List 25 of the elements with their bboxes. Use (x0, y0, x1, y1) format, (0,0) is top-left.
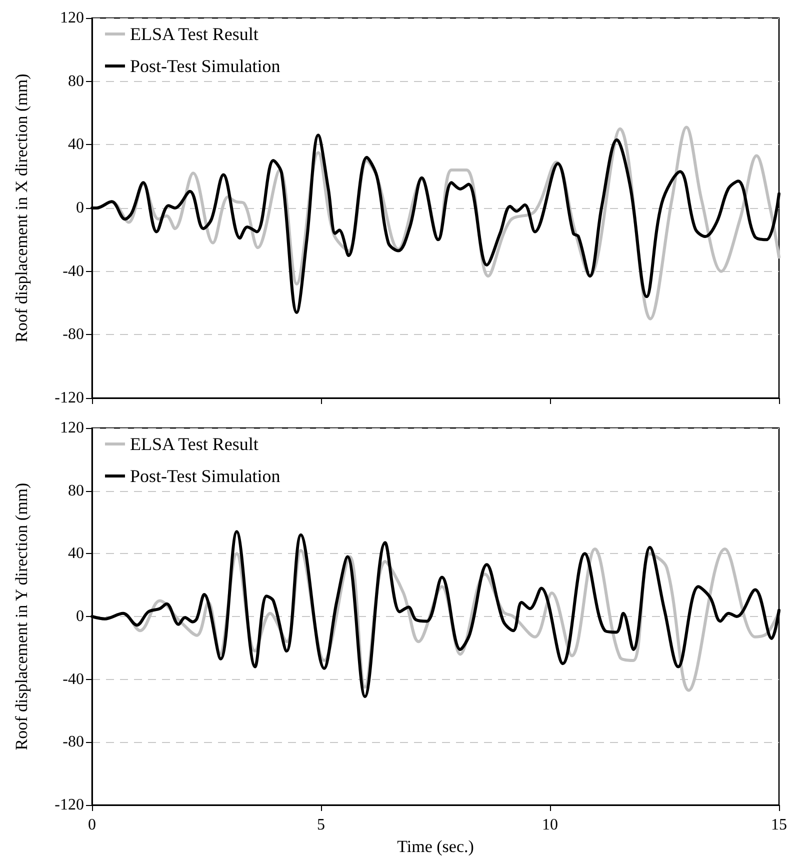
y-axis-title: Roof displacement in Y direction (mm) (12, 482, 31, 750)
y-tick-label: 0 (76, 200, 84, 216)
y-tick-label: 40 (68, 136, 84, 154)
y-tick-label: 80 (68, 482, 84, 500)
legend-label: Post-Test Simulation (130, 466, 280, 486)
y-tick-label: -120 (54, 796, 84, 814)
y-tick-label: 40 (68, 545, 84, 562)
y-tick-label: 120 (60, 10, 84, 26)
x-tick-label: 15 (771, 816, 787, 834)
y-tick-label: -80 (62, 734, 84, 751)
y-tick-label: 120 (60, 420, 84, 436)
x-tick-label: 5 (317, 816, 325, 834)
x-axis-title: Time (sec.) (397, 836, 474, 856)
x-tick-label: 10 (542, 816, 558, 834)
y-axis-title: Roof displacement in X direction (mm) (12, 74, 31, 342)
legend-label: ELSA Test Result (130, 434, 258, 454)
y-tick-label: 0 (76, 608, 84, 625)
y-tick-label: -120 (54, 390, 84, 406)
y-tick-label: -40 (62, 262, 84, 280)
x-tick-label: 0 (88, 816, 96, 834)
legend-label: Post-Test Simulation (130, 56, 280, 76)
y-tick-label: 80 (68, 72, 84, 90)
legend-label: ELSA Test Result (130, 24, 258, 44)
y-tick-label: -80 (62, 326, 84, 344)
y-tick-label: -40 (62, 670, 84, 688)
